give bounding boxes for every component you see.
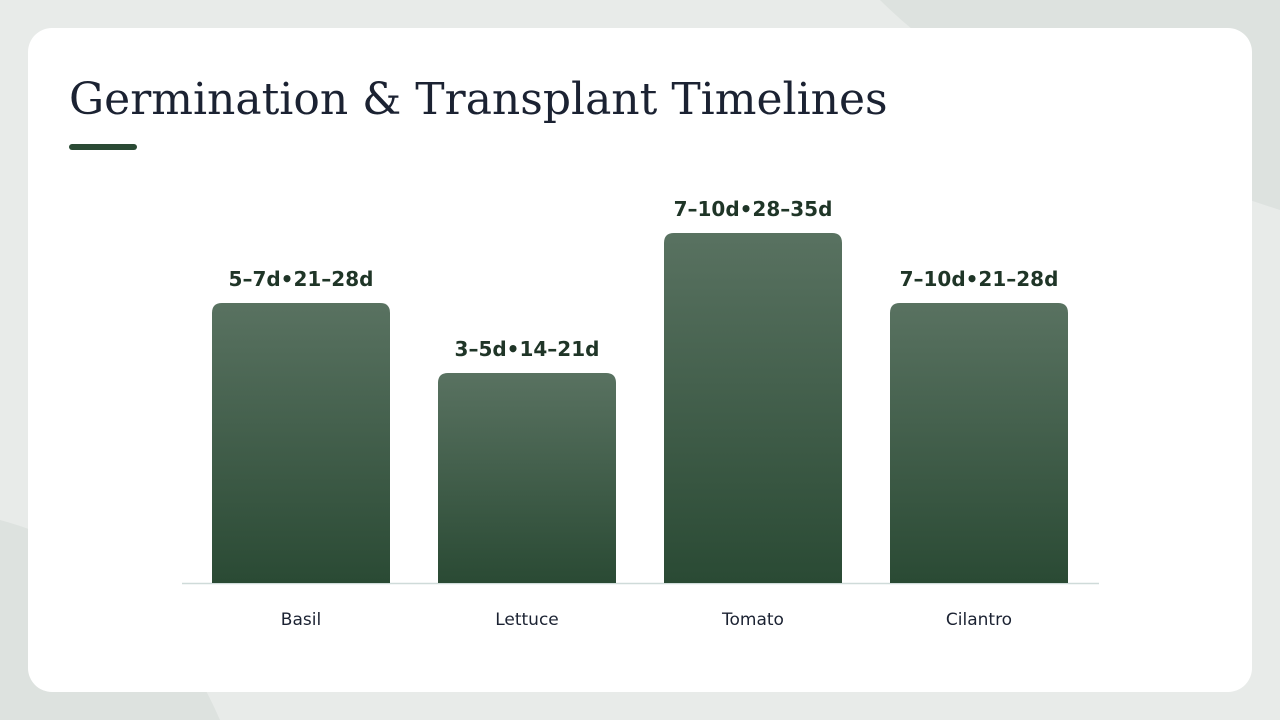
bar	[890, 303, 1068, 583]
card	[28, 28, 1252, 692]
category-label: Tomato	[721, 610, 784, 630]
value-label: 7–10d•28–35d	[674, 197, 833, 221]
title-accent	[69, 144, 137, 150]
bar	[212, 303, 390, 583]
category-label: Cilantro	[946, 610, 1012, 630]
category-label: Lettuce	[495, 610, 559, 630]
value-label: 7–10d•21–28d	[900, 267, 1059, 291]
category-label: Basil	[281, 610, 321, 630]
chart-title: Germination & Transplant Timelines	[69, 74, 888, 125]
bar	[664, 233, 842, 583]
value-label: 5–7d•21–28d	[229, 267, 374, 291]
bar	[438, 373, 616, 583]
value-label: 3–5d•14–21d	[455, 337, 600, 361]
